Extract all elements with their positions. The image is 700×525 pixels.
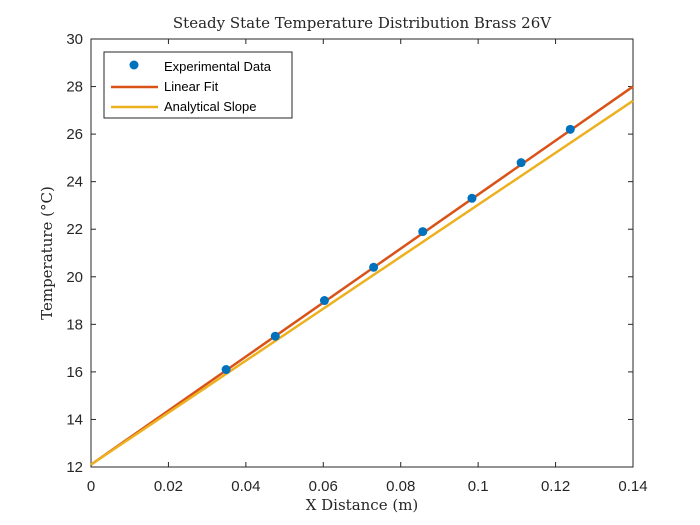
- legend: Experimental Data Linear Fit Analytical Sl…: [103, 51, 293, 119]
- y-tick-label: 22: [66, 221, 83, 238]
- data-point: [319, 296, 329, 306]
- y-axis-label: Temperature (°C): [38, 186, 56, 320]
- data-point: [418, 227, 428, 237]
- legend-label: Linear Fit: [164, 79, 219, 94]
- x-tick-label: 0.02: [154, 478, 183, 495]
- x-tick-label: 0.14: [618, 478, 647, 495]
- x-tick-label: 0.06: [309, 478, 338, 495]
- data-point: [467, 193, 477, 203]
- y-tick-label: 14: [66, 411, 83, 428]
- legend-marker: [129, 60, 139, 70]
- x-axis-label: X Distance (m): [306, 496, 419, 514]
- data-point: [516, 158, 526, 168]
- y-tick-label: 28: [66, 79, 83, 96]
- y-tick-label: 16: [66, 364, 83, 381]
- x-tick-label: 0.08: [386, 478, 415, 495]
- y-tick-label: 24: [66, 174, 83, 191]
- y-tick-label: 26: [66, 126, 83, 143]
- x-axis: 0 0.02 0.04 0.06 0.08 0.1 0.12 0.14: [87, 39, 648, 495]
- x-tick-label: 0: [87, 478, 95, 495]
- data-point: [221, 365, 231, 375]
- data-point: [369, 262, 379, 272]
- series-line-1: [90, 85, 634, 466]
- legend-label: Analytical Slope: [164, 99, 257, 114]
- y-tick-label: 12: [66, 459, 83, 476]
- x-tick-label: 0.1: [468, 478, 489, 495]
- y-axis: 12 14 16 18 20 22 24 26 28 30: [66, 31, 633, 476]
- series-line-2: [90, 99, 634, 466]
- data-point: [565, 124, 575, 134]
- y-tick-label: 18: [66, 316, 83, 333]
- data-point: [270, 331, 280, 341]
- series-points: [221, 124, 575, 375]
- chart-title: Steady State Temperature Distribution Br…: [173, 14, 552, 32]
- series-lines: [90, 85, 634, 466]
- y-tick-label: 20: [66, 269, 83, 286]
- x-tick-label: 0.12: [541, 478, 570, 495]
- legend-label: Experimental Data: [164, 59, 272, 74]
- x-tick-label: 0.04: [231, 478, 260, 495]
- y-tick-label: 30: [66, 31, 83, 48]
